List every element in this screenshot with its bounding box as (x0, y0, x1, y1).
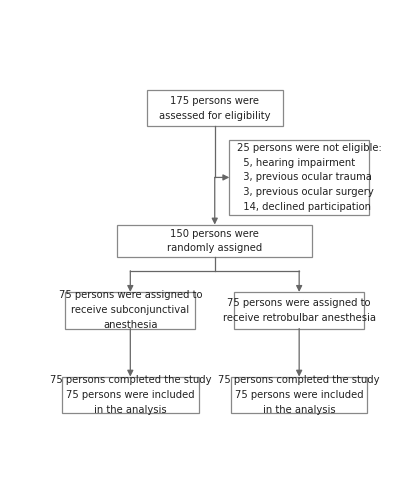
Text: 75 persons were assigned to
receive subconjunctival
anesthesia: 75 persons were assigned to receive subc… (59, 290, 202, 330)
Text: 75 persons were assigned to
receive retrobulbar anesthesia: 75 persons were assigned to receive retr… (222, 298, 376, 322)
FancyBboxPatch shape (229, 140, 369, 215)
FancyBboxPatch shape (231, 376, 367, 413)
FancyBboxPatch shape (234, 292, 364, 329)
Text: 25 persons were not eligible:
  5, hearing impairment
  3, previous ocular traum: 25 persons were not eligible: 5, hearing… (238, 143, 382, 212)
Text: 75 persons completed the study
75 persons were included
in the analysis: 75 persons completed the study 75 person… (49, 375, 211, 415)
Text: 175 persons were
assessed for eligibility: 175 persons were assessed for eligibilit… (159, 96, 271, 120)
FancyBboxPatch shape (117, 224, 312, 258)
FancyBboxPatch shape (147, 90, 283, 126)
FancyBboxPatch shape (62, 376, 199, 413)
FancyBboxPatch shape (65, 292, 195, 329)
Text: 150 persons were
randomly assigned: 150 persons were randomly assigned (167, 228, 262, 254)
Text: 75 persons completed the study
75 persons were included
in the analysis: 75 persons completed the study 75 person… (218, 375, 380, 415)
